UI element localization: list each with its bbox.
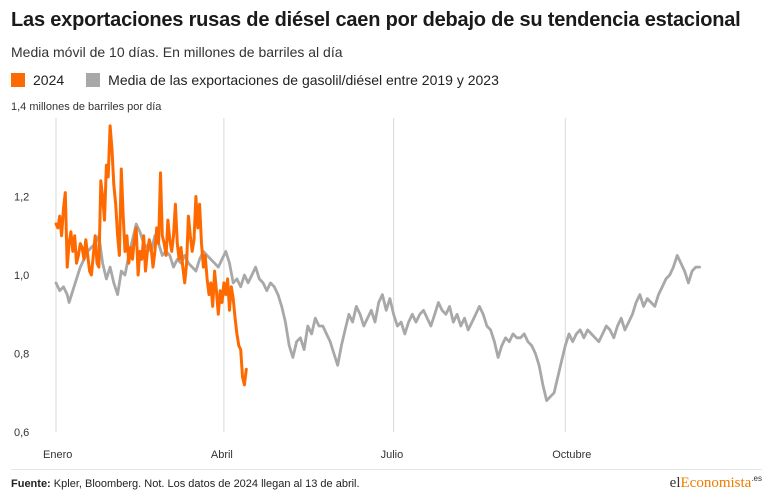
x-tick-label: Enero <box>43 449 72 461</box>
series-line-average <box>54 222 701 403</box>
y-tick-label: 1,0 <box>14 270 29 282</box>
brand-logo: elEconomista.es <box>670 474 762 492</box>
legend-item-2024: 2024 <box>11 72 64 88</box>
y-tick-label: 0,8 <box>14 349 29 361</box>
footer-divider <box>11 469 762 470</box>
source-note: Fuente: Kpler, Bloomberg. Not. Los datos… <box>11 478 360 490</box>
source-label: Fuente: <box>11 478 51 490</box>
legend-label-average: Media de las exportaciones de gasolil/di… <box>108 72 499 88</box>
x-tick-label: Julio <box>381 449 404 461</box>
series-line-2024 <box>54 124 248 387</box>
legend-swatch-average <box>86 73 101 87</box>
y-tick-label: 1,2 <box>14 192 29 204</box>
x-tick-label: Abril <box>211 449 233 461</box>
brand-suffix: .es <box>751 474 762 483</box>
brand-part1: el <box>669 475 681 491</box>
y-tick-label: 0,6 <box>14 427 29 439</box>
legend-swatch-2024 <box>11 73 25 87</box>
legend-item-average: Media de las exportaciones de gasolil/di… <box>86 72 499 88</box>
chart-subtitle: Media móvil de 10 días. En millones de b… <box>11 44 343 60</box>
legend-label-2024: 2024 <box>33 72 65 88</box>
y-axis-label: 1,4 millones de barriles por día <box>11 101 162 113</box>
chart-legend: 2024 Media de las exportaciones de gasol… <box>11 72 521 88</box>
brand-part2: Economista <box>680 475 752 491</box>
source-text: Kpler, Bloomberg. Not. Los datos de 2024… <box>53 478 360 490</box>
x-tick-label: Octubre <box>552 449 591 461</box>
chart-title: Las exportaciones rusas de diésel caen p… <box>11 9 741 31</box>
